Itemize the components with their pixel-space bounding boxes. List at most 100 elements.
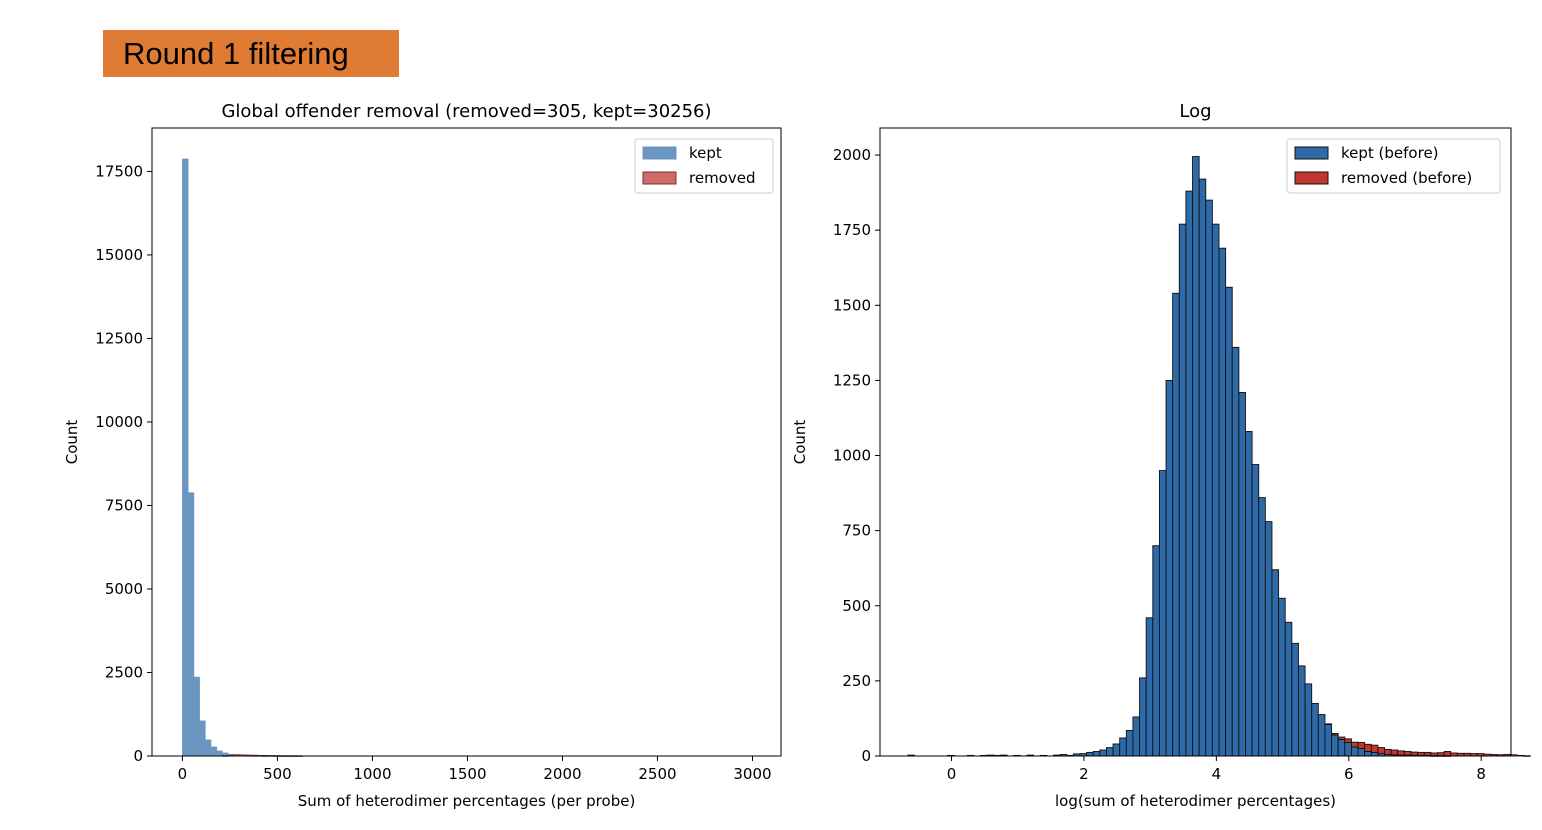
left-y-tick-label: 17500: [95, 162, 143, 180]
right-bar-kept-before-61: [1312, 703, 1319, 756]
left-x-tick-label: 2000: [543, 765, 581, 783]
right-legend-label-kept: kept (before): [1341, 144, 1439, 162]
right-bar-removed-before-93: [1524, 756, 1531, 757]
right-bar-kept-before-28: [1093, 751, 1100, 756]
right-bar-removed-before-70: [1371, 745, 1378, 752]
right-legend-swatch-kept: [1295, 147, 1328, 159]
left-plot-frame: [152, 128, 781, 756]
left-histogram-panel: 0 500 1000 1500 2000 2500 3000 0 2500 5000 7500 10…: [63, 101, 781, 810]
right-bar-removed-before-92: [1517, 755, 1524, 756]
right-bar-kept-before-49: [1232, 347, 1239, 756]
right-bar-removed-before-64: [1332, 733, 1339, 735]
left-y-tick-label: 5000: [105, 580, 143, 598]
right-chart-title: Log: [1179, 101, 1211, 122]
right-bar-kept-before-59: [1298, 666, 1305, 756]
right-y-tick-label: 1750: [833, 221, 871, 239]
right-bar-kept-before-45: [1206, 200, 1213, 756]
left-x-tick-label: 1000: [353, 765, 391, 783]
right-bar-kept-before-50: [1239, 392, 1246, 756]
right-bar-removed-before-66: [1345, 739, 1352, 743]
left-y-tick-label: 10000: [95, 413, 143, 431]
right-bar-kept-before-37: [1153, 546, 1160, 756]
left-x-tick-label: 3000: [733, 765, 771, 783]
left-x-tick-label: 500: [263, 765, 292, 783]
right-bar-removed-before-67: [1351, 742, 1358, 747]
left-legend-label-removed: removed: [689, 169, 755, 187]
right-bar-kept-before-65: [1338, 739, 1345, 756]
right-bar-removed-before-81: [1444, 751, 1451, 755]
left-y-tick-label: 0: [133, 747, 143, 765]
left-y-tick-label: 7500: [105, 496, 143, 514]
left-y-tick-label: 12500: [95, 329, 143, 347]
right-bar-removed-before-71: [1378, 748, 1385, 754]
right-bar-removed-before-80: [1438, 753, 1445, 756]
right-y-tick-label: 1000: [833, 447, 871, 465]
right-bar-kept-before-63: [1325, 724, 1332, 756]
right-bar-kept-before-53: [1259, 498, 1266, 756]
left-bar-kept-5: [211, 747, 217, 756]
right-bar-kept-before-33: [1126, 730, 1133, 756]
left-bar-kept-1: [188, 493, 194, 756]
left-y-tick-label: 15000: [95, 246, 143, 264]
left-bars-group: [182, 159, 302, 757]
right-y-tick-label: 1250: [833, 371, 871, 389]
right-bar-removed-before-65: [1338, 737, 1345, 739]
right-bar-kept-before-41: [1179, 224, 1186, 756]
right-x-ticks: 0 2 4 6 8: [947, 756, 1486, 783]
right-bar-removed-before-63: [1325, 724, 1332, 725]
left-bar-kept-6: [217, 751, 223, 756]
right-x-tick-label: 8: [1476, 765, 1486, 783]
right-bar-kept-before-60: [1305, 684, 1312, 756]
right-bar-kept-before-67: [1351, 747, 1358, 756]
right-bar-kept-before-40: [1173, 293, 1180, 756]
right-bar-kept-before-66: [1345, 742, 1352, 756]
right-histogram-panel: 0 2 4 6 8 0 250 500 750 1000 1250 1500 1750 2000 Log…: [791, 101, 1530, 810]
right-bar-kept-before-35: [1140, 678, 1147, 756]
right-legend-label-removed: removed (before): [1341, 169, 1472, 187]
right-bar-kept-before-51: [1245, 431, 1252, 756]
right-bar-removed-before-68: [1358, 742, 1365, 748]
right-bar-kept-before-31: [1113, 744, 1120, 756]
left-x-tick-label: 1500: [448, 765, 486, 783]
right-bar-kept-before-29: [1100, 750, 1107, 756]
right-bar-kept-before-62: [1318, 715, 1325, 756]
right-x-tick-label: 4: [1212, 765, 1222, 783]
right-bar-removed-before-73: [1391, 750, 1398, 755]
right-bar-kept-before-70: [1371, 752, 1378, 756]
right-bar-kept-before-30: [1106, 748, 1113, 756]
left-bar-kept-0: [182, 159, 188, 756]
left-chart-title: Global offender removal (removed=305, ke…: [221, 101, 711, 122]
right-bar-removed-before-76: [1411, 752, 1418, 755]
right-bar-kept-before-34: [1133, 717, 1140, 756]
right-bar-kept-before-58: [1292, 643, 1299, 756]
right-bar-kept-before-64: [1332, 735, 1339, 756]
right-bar-kept-before-36: [1146, 618, 1153, 756]
left-bar-kept-3: [200, 721, 206, 756]
right-bars-group: [908, 157, 1530, 757]
right-bar-kept-before-42: [1186, 191, 1193, 756]
right-y-tick-label: 500: [842, 597, 871, 615]
right-bar-kept-before-68: [1358, 748, 1365, 756]
right-bar-removed-before-69: [1365, 744, 1372, 751]
right-bar-removed-before-77: [1418, 752, 1425, 755]
right-bar-kept-before-43: [1193, 157, 1200, 756]
right-bar-kept-before-27: [1087, 752, 1094, 756]
right-bar-kept-before-47: [1219, 248, 1226, 756]
right-bar-removed-before-72: [1385, 749, 1392, 754]
left-x-tick-label: 0: [178, 765, 188, 783]
right-bar-kept-before-48: [1226, 287, 1233, 756]
right-legend-swatch-removed: [1295, 172, 1328, 184]
left-legend-label-kept: kept: [689, 144, 722, 162]
right-x-tick-label: 2: [1079, 765, 1089, 783]
right-y-tick-label: 2000: [833, 146, 871, 164]
left-legend-swatch-removed: [643, 172, 676, 184]
right-bar-removed-before-78: [1424, 752, 1431, 755]
left-bar-kept-2: [194, 677, 200, 756]
right-y-tick-label: 750: [842, 522, 871, 540]
left-x-tick-label: 2500: [638, 765, 676, 783]
right-y-tick-label: 250: [842, 672, 871, 690]
left-bar-kept-4: [205, 740, 211, 756]
right-bar-kept-before-69: [1365, 751, 1372, 756]
left-x-ticks: 0 500 1000 1500 2000 2500 3000: [178, 756, 772, 783]
